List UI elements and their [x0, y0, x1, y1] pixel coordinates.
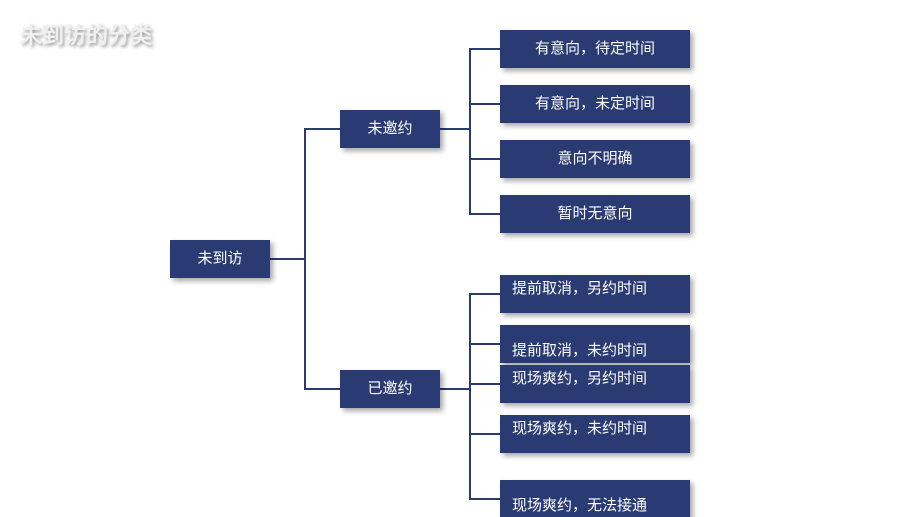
tree-node-b5: 现场爽约，无法接通: [500, 480, 690, 517]
tree-node-b1: 提前取消，另约时间: [500, 275, 690, 313]
tree-node-b: 已邀约: [340, 370, 440, 408]
tree-node-a: 未邀约: [340, 110, 440, 148]
tree-node-a4: 暂时无意向: [500, 195, 690, 233]
edge-a-a4: [440, 129, 500, 214]
diagram-title: 未到访的分类: [20, 18, 152, 50]
edge-b-b4: [440, 389, 500, 434]
tree-node-a3: 意向不明确: [500, 140, 690, 178]
tree-node-b2: 提前取消，未约时间: [500, 325, 690, 363]
tree-node-b4: 现场爽约，未约时间: [500, 415, 690, 453]
edge-root-a: [270, 129, 340, 259]
tree-node-root: 未到访: [170, 240, 270, 278]
edge-b-b3: [440, 384, 500, 389]
connector-layer: [0, 0, 920, 517]
tree-node-b3: 现场爽约，另约时间: [500, 365, 690, 403]
tree-node-a1: 有意向，待定时间: [500, 30, 690, 68]
edge-a-a1: [440, 49, 500, 129]
edge-b-b2: [440, 344, 500, 389]
tree-node-a2: 有意向，未定时间: [500, 85, 690, 123]
edge-b-b5: [440, 389, 500, 499]
edge-root-b: [270, 259, 340, 389]
edge-b-b1: [440, 294, 500, 389]
edge-a-a3: [440, 129, 500, 159]
edge-a-a2: [440, 104, 500, 129]
